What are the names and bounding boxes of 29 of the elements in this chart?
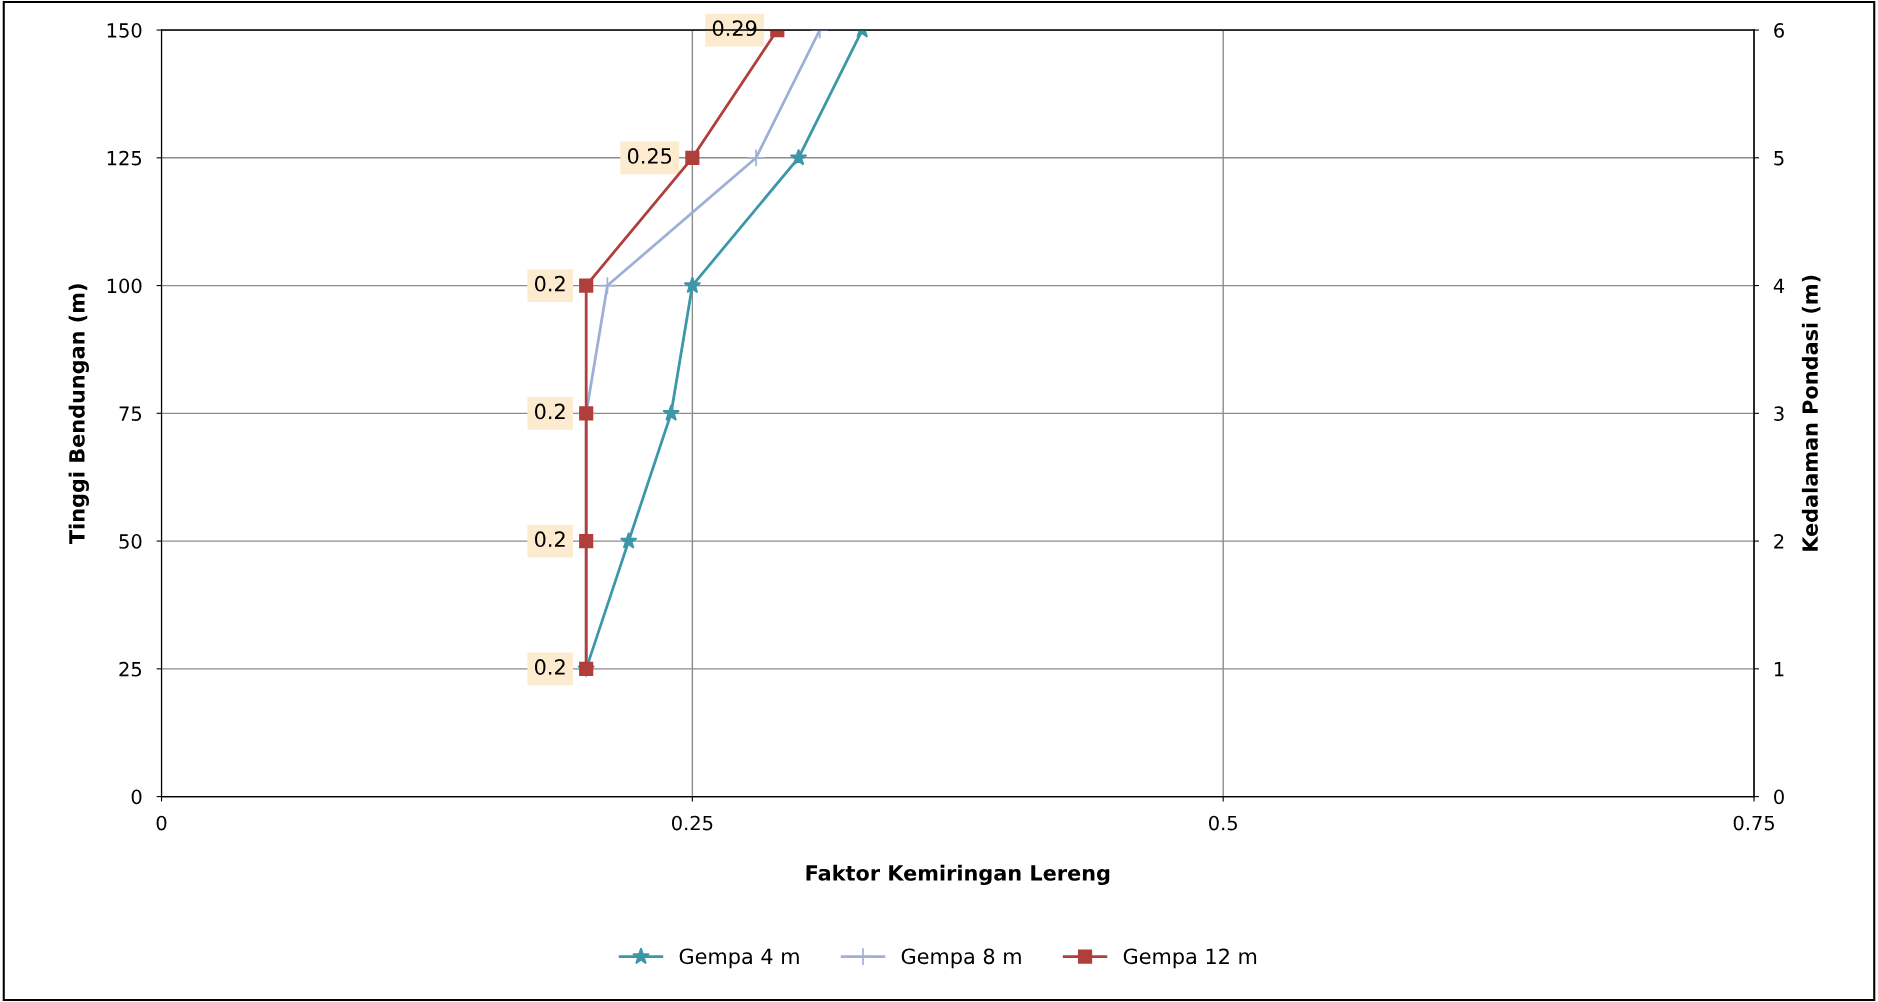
y-tick-label: 25: [119, 661, 142, 677]
y2-tick-label: 1: [1774, 662, 1784, 677]
y2-tick-label: 2: [1774, 534, 1784, 549]
y-tick-label: 100: [107, 278, 142, 294]
y-tick-label: 0: [131, 789, 142, 805]
annotation: 0.25: [627, 148, 672, 164]
y2-tick-label: 4: [1773, 278, 1785, 293]
annotation: 0.2: [534, 531, 565, 548]
y-tick-label: 150: [107, 23, 142, 38]
y-axis-title: Tinggi Bendungan (m): [68, 284, 89, 545]
y2-tick-label: 6: [1774, 23, 1784, 38]
x-tick-label: 0.25: [671, 815, 713, 831]
y-tick-label: 125: [107, 150, 142, 166]
annotation: 0.2: [534, 275, 565, 292]
y2-tick-label: 0: [1774, 789, 1784, 805]
y2-axis-title: Kedalaman Pondasi (m): [1801, 275, 1821, 551]
x-tick-label: 0: [156, 815, 167, 831]
annotation: 0.2: [534, 403, 565, 420]
annotation: 0.2: [534, 659, 565, 675]
y-tick-label: 50: [119, 534, 142, 549]
x-tick-label: 0.5: [1209, 815, 1237, 831]
y-tick-label: 75: [119, 406, 142, 421]
legend-label: Gempa 4 m: [679, 948, 799, 969]
x-tick-label: 0.75: [1733, 815, 1774, 831]
legend-label: Gempa 8 m: [901, 948, 1021, 969]
y2-tick-label: 5: [1774, 151, 1784, 166]
y2-tick-label: 3: [1774, 406, 1784, 421]
legend-label: Gempa 12 m: [1123, 948, 1257, 969]
x-axis-title: Faktor Kemiringan Lereng: [806, 864, 1110, 886]
